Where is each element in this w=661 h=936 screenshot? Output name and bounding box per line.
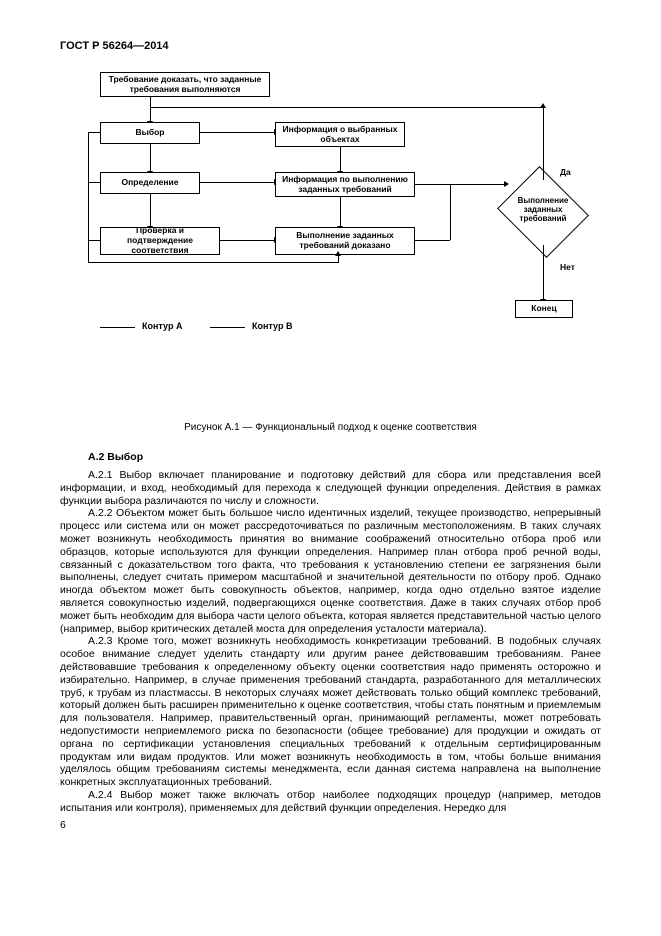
paragraph-a22: А.2.2 Объектом может быть большое число … (60, 507, 601, 635)
fc-opredelenie: Определение (100, 172, 200, 194)
fc-arrow (415, 240, 450, 241)
fc-arrow (150, 144, 151, 172)
section-title: А.2 Выбор (60, 451, 601, 463)
fc-top-box: Требование доказать, что заданные требов… (100, 72, 270, 97)
fc-arrow (543, 245, 544, 300)
page-number: 6 (60, 819, 601, 831)
fc-konets: Конец (515, 300, 573, 318)
fc-vyp-dok: Выполнение заданных требований доказано (275, 227, 415, 255)
fc-legend-b: Контур В (252, 321, 292, 331)
fc-legend-a: Контур А (142, 321, 182, 331)
doc-header: ГОСТ Р 56264—2014 (60, 40, 601, 52)
fc-arrow (88, 132, 89, 262)
fc-proverka: Проверка и подтверждение соответствия (100, 227, 220, 255)
fc-legend-line-a (100, 327, 135, 328)
fc-arrow (543, 107, 544, 132)
fc-arrow (200, 182, 275, 183)
fc-arrow (340, 147, 341, 172)
fc-info-vyp: Информация по выполнению заданных требов… (275, 172, 415, 197)
fc-arrow (88, 262, 338, 263)
fc-vybor: Выбор (100, 122, 200, 144)
fc-arrow (200, 132, 275, 133)
fc-arrow (340, 197, 341, 227)
fc-arrow (450, 184, 451, 240)
paragraph-a23: А.2.3 Кроме того, может возникнуть необх… (60, 635, 601, 789)
fc-info-obj: Информация о выбранных объектах (275, 122, 405, 147)
fc-legend-line-b (210, 327, 245, 328)
flowchart-diagram: Требование доказать, что заданные требов… (70, 72, 610, 362)
fc-net-label: Нет (560, 262, 575, 272)
fc-arrow (88, 182, 100, 183)
fc-arrow (543, 132, 544, 180)
fc-arrow (220, 240, 275, 241)
fc-arrow (415, 184, 505, 185)
fc-arrow (88, 132, 100, 133)
fc-arrow (88, 240, 100, 241)
figure-caption: Рисунок А.1 — Функциональный подход к оц… (60, 422, 601, 433)
fc-da-label: Да (560, 167, 571, 177)
paragraph-a21: А.2.1 Выбор включает планирование и подг… (60, 469, 601, 507)
fc-diamond-label: Выполнение заданных требований (504, 197, 582, 223)
fc-arrow (338, 255, 339, 263)
paragraph-a24: А.2.4 Выбор может также включать отбор н… (60, 789, 601, 815)
fc-arrow (150, 107, 544, 108)
fc-arrow (150, 194, 151, 227)
fc-arrow (150, 97, 151, 122)
